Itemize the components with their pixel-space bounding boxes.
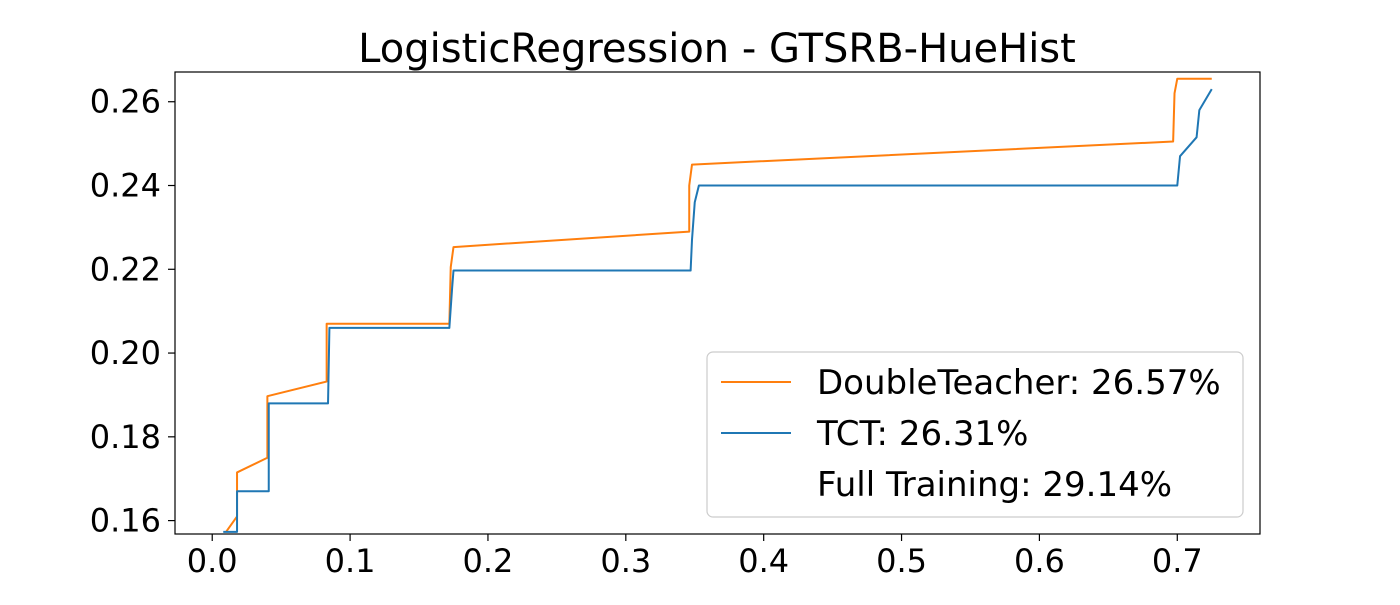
legend-box xyxy=(706,351,1244,518)
x-tick-label: 0.0 xyxy=(187,542,238,580)
x-tick-label: 0.7 xyxy=(1152,542,1203,580)
chart-title: LogisticRegression - GTSRB-HueHist xyxy=(358,26,1076,72)
y-tick-label: 0.18 xyxy=(90,418,161,456)
plot-frame xyxy=(174,71,1261,535)
x-tick-label: 0.2 xyxy=(463,542,514,580)
legend: DoubleTeacher: 26.57% TCT: 26.31% Full Tra… xyxy=(706,351,1244,518)
x-tick-label: 0.3 xyxy=(600,542,651,580)
legend-label-2: Full Training: 29.14% xyxy=(817,465,1172,505)
x-tick-label: 0.6 xyxy=(1014,542,1065,580)
y-tick-label: 0.16 xyxy=(90,502,161,540)
series-line-1 xyxy=(223,88,1213,533)
x-tick-label: 0.5 xyxy=(876,542,927,580)
y-tick-label: 0.26 xyxy=(90,83,161,121)
y-tick-label: 0.24 xyxy=(90,167,161,205)
x-tick-label: 0.1 xyxy=(325,542,376,580)
x-tick-label: 0.4 xyxy=(738,542,789,580)
y-axis: 0.16 0.18 0.20 0.22 0.24 0.26 xyxy=(90,83,175,540)
legend-label-0: DoubleTeacher: 26.57% xyxy=(817,363,1221,403)
series-line-0 xyxy=(225,77,1212,533)
y-tick-label: 0.20 xyxy=(90,334,161,372)
legend-label-1: TCT: 26.31% xyxy=(816,414,1028,454)
x-axis: 0.0 0.1 0.2 0.3 0.4 0.5 0.6 0.7 xyxy=(187,534,1203,580)
y-tick-label: 0.22 xyxy=(90,250,161,288)
